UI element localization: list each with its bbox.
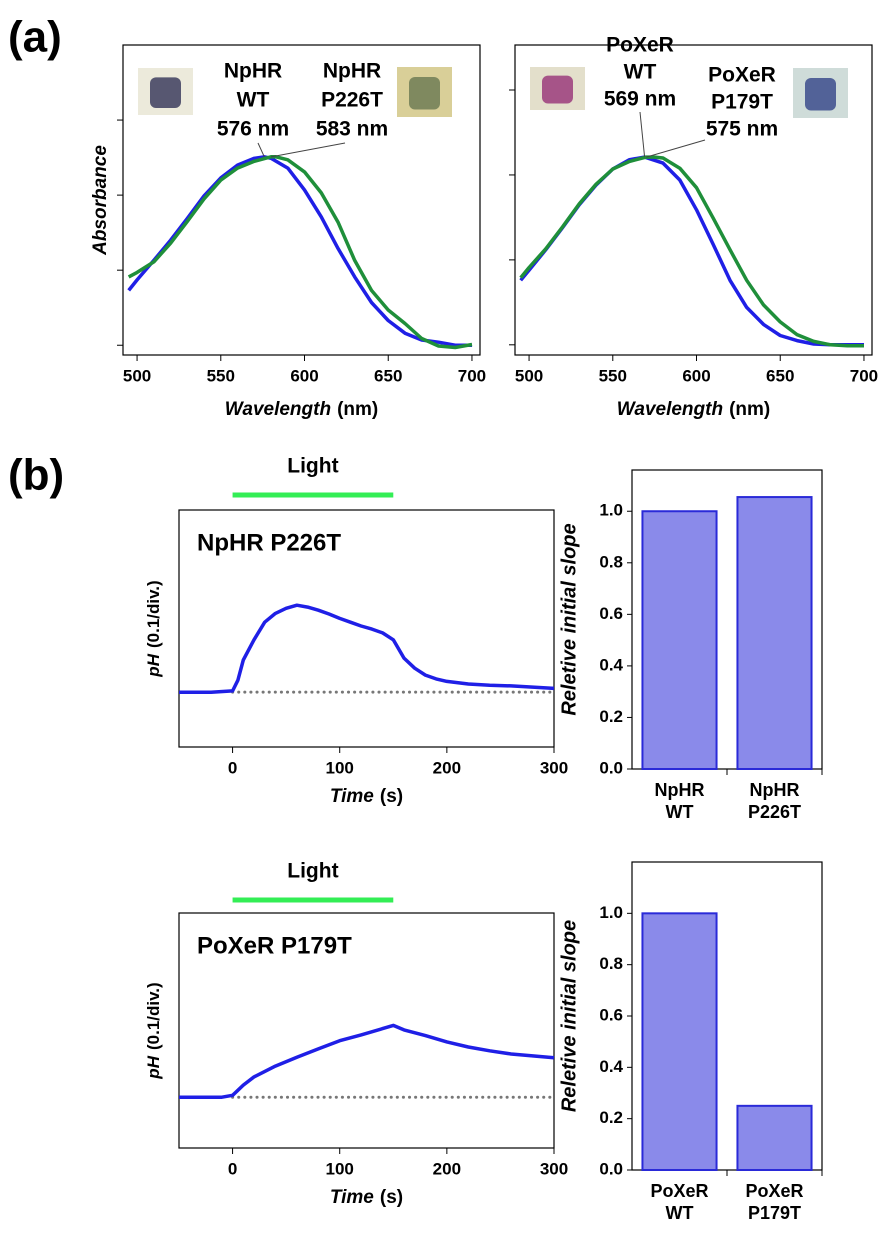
annotation: WT xyxy=(624,61,657,84)
light-label: Light xyxy=(287,860,338,883)
axis-label: pH (0.1/div.) xyxy=(144,580,163,677)
annotation: WT xyxy=(237,89,270,112)
data-line xyxy=(179,1023,555,1099)
data-line xyxy=(519,155,864,348)
x-tick-label: 200 xyxy=(433,758,461,777)
axis-label-part: Time xyxy=(330,1187,374,1208)
x-tick-label: 650 xyxy=(766,366,794,385)
x-tick-label: WT xyxy=(666,802,694,822)
panel-label: (b) xyxy=(8,451,64,500)
y-tick-label: 0.0 xyxy=(599,758,623,777)
bar xyxy=(736,1104,813,1172)
panel-title: NpHR P226T xyxy=(197,529,341,556)
axis-label-part: (0.1/div.) xyxy=(144,982,163,1050)
data-line xyxy=(179,603,555,694)
axis-label-part: pH xyxy=(144,1055,163,1079)
y-tick-label: 1.0 xyxy=(599,903,623,922)
axis-label: Time (s) xyxy=(330,1187,403,1208)
y-tick-label: 0.4 xyxy=(599,655,623,674)
plot-frame xyxy=(178,912,555,1149)
panel-label: (a) xyxy=(8,13,62,62)
annotation: P226T xyxy=(321,89,383,112)
x-tick-label: 700 xyxy=(458,366,486,385)
y-tick-label: 0.2 xyxy=(599,707,623,726)
annotation: 575 nm xyxy=(706,118,778,141)
axis-label: Time (s) xyxy=(330,786,403,807)
x-tick-label: PoXeR xyxy=(650,1181,708,1201)
annotation: 576 nm xyxy=(217,118,289,141)
bar xyxy=(641,510,718,770)
axis-label: Wavelength (nm) xyxy=(617,399,770,420)
y-tick-label: 0.8 xyxy=(599,552,623,571)
annotation: P179T xyxy=(711,91,773,114)
x-tick-label: 700 xyxy=(850,366,878,385)
bar xyxy=(641,912,718,1171)
cuvette-sample xyxy=(150,77,181,108)
plot-frame xyxy=(178,509,555,748)
y-axis-label: Reletive initial slope xyxy=(558,920,580,1112)
axis-label-part: (s) xyxy=(380,1187,403,1208)
leader-line xyxy=(646,139,706,158)
x-tick-label: PoXeR xyxy=(745,1181,803,1201)
x-tick-label: 500 xyxy=(123,366,151,385)
y-tick-label: 0.2 xyxy=(599,1108,623,1127)
x-tick-label: NpHR xyxy=(655,780,705,800)
data-line xyxy=(127,155,472,347)
x-tick-label: 600 xyxy=(682,366,710,385)
annotation: 569 nm xyxy=(604,88,676,111)
x-tick-label: 650 xyxy=(374,366,402,385)
y-axis-label: Absorbance xyxy=(90,145,111,256)
axis-label-part: (nm) xyxy=(337,399,378,420)
leader-line xyxy=(639,111,646,158)
axis-label-part: Wavelength xyxy=(225,399,331,420)
annotation: PoXeR xyxy=(606,34,674,57)
annotation: NpHR xyxy=(224,60,282,83)
cuvette-sample xyxy=(409,77,440,110)
x-tick-label: 500 xyxy=(515,366,543,385)
x-tick-label: P179T xyxy=(748,1203,801,1223)
annotation: NpHR xyxy=(323,60,381,83)
axis-label: pH (0.1/div.) xyxy=(144,982,163,1079)
data-line xyxy=(127,155,473,350)
x-tick-label: WT xyxy=(666,1203,694,1223)
plot-frame xyxy=(514,44,873,356)
x-tick-label: 100 xyxy=(326,1159,354,1178)
axis-label-part: pH xyxy=(144,653,163,677)
y-axis-label: Reletive initial slope xyxy=(558,523,580,715)
y-tick-label: 0.6 xyxy=(599,1005,623,1024)
y-tick-label: 0.6 xyxy=(599,604,623,623)
bar xyxy=(736,496,813,770)
axis-label-part: (0.1/div.) xyxy=(144,580,163,648)
y-tick-label: 0.0 xyxy=(599,1159,623,1178)
leader-line xyxy=(257,142,265,158)
cuvette-sample xyxy=(805,78,836,111)
axis-label-part: (nm) xyxy=(729,399,770,420)
axis-label-part: (s) xyxy=(380,786,403,807)
light-label: Light xyxy=(287,455,338,478)
axis-label: Wavelength (nm) xyxy=(225,399,378,420)
x-tick-label: NpHR xyxy=(750,780,800,800)
cuvette-sample xyxy=(542,75,573,104)
x-tick-label: P226T xyxy=(748,802,801,822)
x-tick-label: 550 xyxy=(207,366,235,385)
x-tick-label: 600 xyxy=(290,366,318,385)
leader-line xyxy=(270,142,346,158)
x-tick-label: 0 xyxy=(228,1159,237,1178)
annotation: PoXeR xyxy=(708,64,776,87)
axis-label-part: Time xyxy=(330,786,374,807)
y-tick-label: 1.0 xyxy=(599,501,623,520)
y-tick-label: 0.4 xyxy=(599,1057,623,1076)
plot-frame xyxy=(122,44,481,356)
x-tick-label: 300 xyxy=(540,758,568,777)
axis-label-part: Wavelength xyxy=(617,399,723,420)
annotation: 583 nm xyxy=(316,118,388,141)
x-tick-label: 300 xyxy=(540,1159,568,1178)
x-tick-label: 100 xyxy=(326,758,354,777)
x-tick-label: 0 xyxy=(228,758,237,777)
y-tick-label: 0.8 xyxy=(599,954,623,973)
x-tick-label: 200 xyxy=(433,1159,461,1178)
panel-title: PoXeR P179T xyxy=(197,932,352,959)
x-tick-label: 550 xyxy=(599,366,627,385)
